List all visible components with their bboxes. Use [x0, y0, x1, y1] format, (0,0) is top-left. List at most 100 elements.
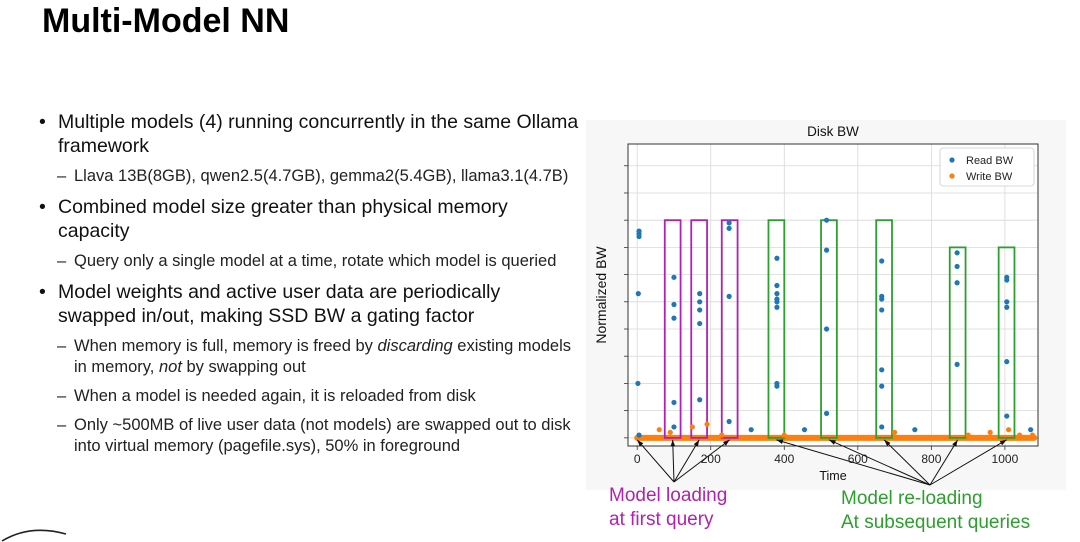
write-bw-point: [987, 429, 993, 435]
read-bw-point: [774, 255, 780, 261]
annotation-arrow: [673, 439, 730, 483]
read-bw-point: [636, 228, 642, 234]
write-bw-point: [965, 432, 971, 438]
x-tick-label: 1000: [992, 452, 1019, 466]
x-tick-label: 400: [774, 452, 794, 466]
bullet-2: Combined model size greater than physica…: [36, 195, 581, 243]
read-bw-point: [697, 307, 703, 313]
write-bw-point: [781, 432, 787, 438]
read-bw-point: [726, 418, 732, 425]
y-axis-label: Normalized BW: [593, 246, 609, 344]
read-bw-point: [726, 225, 732, 231]
read-bw-point: [954, 263, 960, 270]
read-bw-point: [1004, 277, 1010, 283]
bullet-1: Multiple models (4) running concurrently…: [36, 110, 581, 158]
reload-annotation: Model re-loading At subsequent queries: [841, 488, 1031, 533]
first-load-box: [720, 219, 739, 439]
read-bw-point: [1004, 299, 1010, 305]
read-bw-point: [879, 383, 885, 389]
write-bw-point: [891, 429, 898, 435]
annotation-arrow: [776, 439, 931, 486]
legend-marker: [949, 173, 955, 179]
x-tick-label: 800: [921, 452, 941, 466]
annotation-arrow: [636, 439, 675, 483]
read-bw-point: [697, 397, 703, 403]
plot-frame: [627, 143, 1039, 447]
read-bw-point: [1004, 304, 1010, 310]
first-load-annotation: Model loading at first query: [609, 485, 728, 530]
read-bw-point: [671, 274, 677, 280]
write-bw-point: [656, 427, 662, 433]
read-bw-point: [954, 280, 960, 286]
annotation-arrowhead: [693, 439, 700, 447]
reload-box: [948, 246, 967, 439]
annotation-arrow: [929, 439, 959, 486]
read-bw-point: [1004, 413, 1010, 419]
sub-bullet-3-2: When a model is needed again, it is relo…: [36, 386, 581, 407]
x-tick-label: 0: [634, 452, 641, 466]
read-bw-point: [635, 291, 641, 297]
annotation-arrowhead: [670, 439, 676, 447]
read-bw-point: [801, 427, 808, 433]
write-bw-point: [1017, 432, 1023, 438]
slide-title: Multi-Model NN: [42, 2, 290, 40]
first-load-box: [663, 219, 682, 439]
legend-marker: [949, 157, 955, 163]
read-bw-point: [912, 427, 918, 433]
bullet-list: Multiple models (4) running concurrently…: [36, 110, 581, 465]
read-bw-point: [823, 326, 830, 332]
read-bw-point: [774, 383, 780, 389]
legend-box: [939, 147, 1035, 187]
write-bw-point: [667, 429, 673, 435]
annotation-arrowhead: [952, 439, 958, 447]
read-bw-point: [697, 320, 703, 327]
read-bw-point: [636, 432, 642, 438]
annotation-arrowhead: [722, 439, 730, 446]
read-bw-point: [726, 220, 732, 226]
logo-swoosh: [1, 529, 67, 542]
sub-bullet-1-1: Llava 13B(8GB), qwen2.5(4.7GB), gemma2(5…: [36, 166, 581, 187]
annotation-arrow: [929, 439, 1007, 486]
bullet-3: Model weights and active user data are p…: [36, 280, 581, 328]
read-bw-point: [879, 258, 885, 264]
first-load-box: [690, 219, 708, 439]
read-bw-point: [954, 361, 960, 367]
read-bw-point: [879, 307, 885, 313]
reload-box: [875, 219, 893, 439]
read-bw-point: [774, 282, 780, 289]
write-bw-point: [704, 421, 710, 427]
reload-box: [997, 246, 1016, 439]
chart-title: Disk BW: [807, 124, 859, 139]
read-bw-point: [823, 410, 830, 416]
annotation-arrowhead: [999, 439, 1007, 446]
write-bw-point: [1029, 432, 1036, 438]
read-bw-point: [879, 424, 885, 430]
read-bw-point: [954, 250, 960, 256]
read-bw-point: [879, 367, 885, 373]
read-bw-point: [748, 427, 754, 433]
x-axis-label: Time: [819, 469, 846, 483]
annotation-arrow: [828, 439, 931, 486]
read-bw-point: [671, 315, 677, 321]
read-bw-point: [823, 247, 830, 253]
reload-box: [767, 219, 786, 439]
read-bw-point: [774, 299, 780, 305]
read-bw-point: [823, 217, 830, 223]
sub-bullet-3-1: When memory is full, memory is freed by …: [36, 336, 581, 378]
write-bw-point: [719, 432, 725, 438]
annotation-arrow: [672, 439, 675, 483]
annotation-arrow: [673, 439, 700, 483]
annotation-arrowhead: [637, 439, 644, 447]
write-bw-point: [1005, 427, 1012, 433]
read-bw-point: [671, 301, 677, 308]
legend-label: Write BW: [966, 171, 1013, 183]
x-tick-label: 200: [701, 452, 721, 466]
read-bw-point: [697, 299, 703, 305]
read-bw-point: [879, 296, 885, 302]
read-bw-point: [697, 291, 703, 297]
read-bw-point: [774, 291, 780, 297]
annotation-arrow: [883, 439, 931, 486]
read-bw-point: [671, 424, 677, 430]
plot-area: [628, 144, 1038, 446]
read-bw-point: [1028, 427, 1034, 433]
